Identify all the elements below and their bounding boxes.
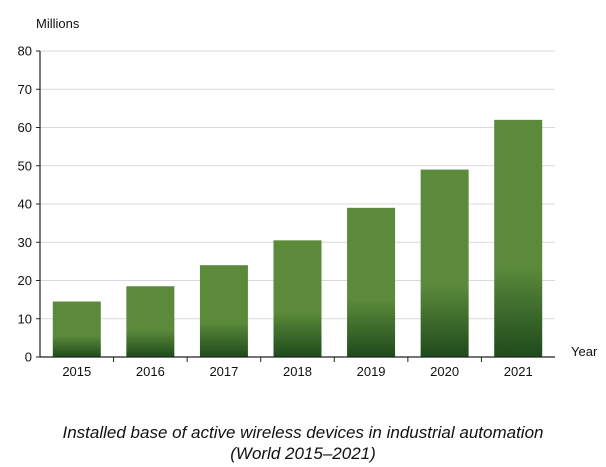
bar-2020 (420, 169, 469, 357)
chart-caption-line1: Installed base of active wireless device… (62, 423, 544, 442)
x-tick-label: 2018 (283, 364, 312, 379)
y-tick-label: 80 (18, 44, 32, 59)
x-axis-label: Year (571, 344, 598, 359)
chart-caption-line2: (World 2015–2021) (230, 444, 376, 463)
bar-2021 (494, 119, 543, 357)
y-tick-label: 10 (18, 311, 32, 326)
bar-2017 (199, 265, 248, 357)
bar-2015 (52, 301, 101, 357)
bar-2019 (347, 207, 396, 357)
y-tick-label: 40 (18, 197, 32, 212)
x-tick-label: 2016 (136, 364, 165, 379)
y-tick-label: 0 (25, 350, 32, 365)
bar-2016 (126, 286, 175, 357)
y-tick-label: 30 (18, 235, 32, 250)
bars (52, 119, 543, 357)
y-tick-label: 60 (18, 120, 32, 135)
x-tick-label: 2017 (209, 364, 238, 379)
bar-2018 (273, 240, 322, 357)
x-tick-label: 2020 (430, 364, 459, 379)
x-tick-label: 2019 (357, 364, 386, 379)
y-axis-label: Millions (36, 16, 80, 31)
y-tick-label: 20 (18, 273, 32, 288)
y-tick-label: 50 (18, 158, 32, 173)
axes: 0 10 20 30 40 50 60 70 80 2015 2016 2017 2018 2019 202… (18, 44, 555, 379)
x-tick-label: 2021 (504, 364, 533, 379)
y-tick-label: 70 (18, 82, 32, 97)
x-tick-label: 2015 (62, 364, 91, 379)
